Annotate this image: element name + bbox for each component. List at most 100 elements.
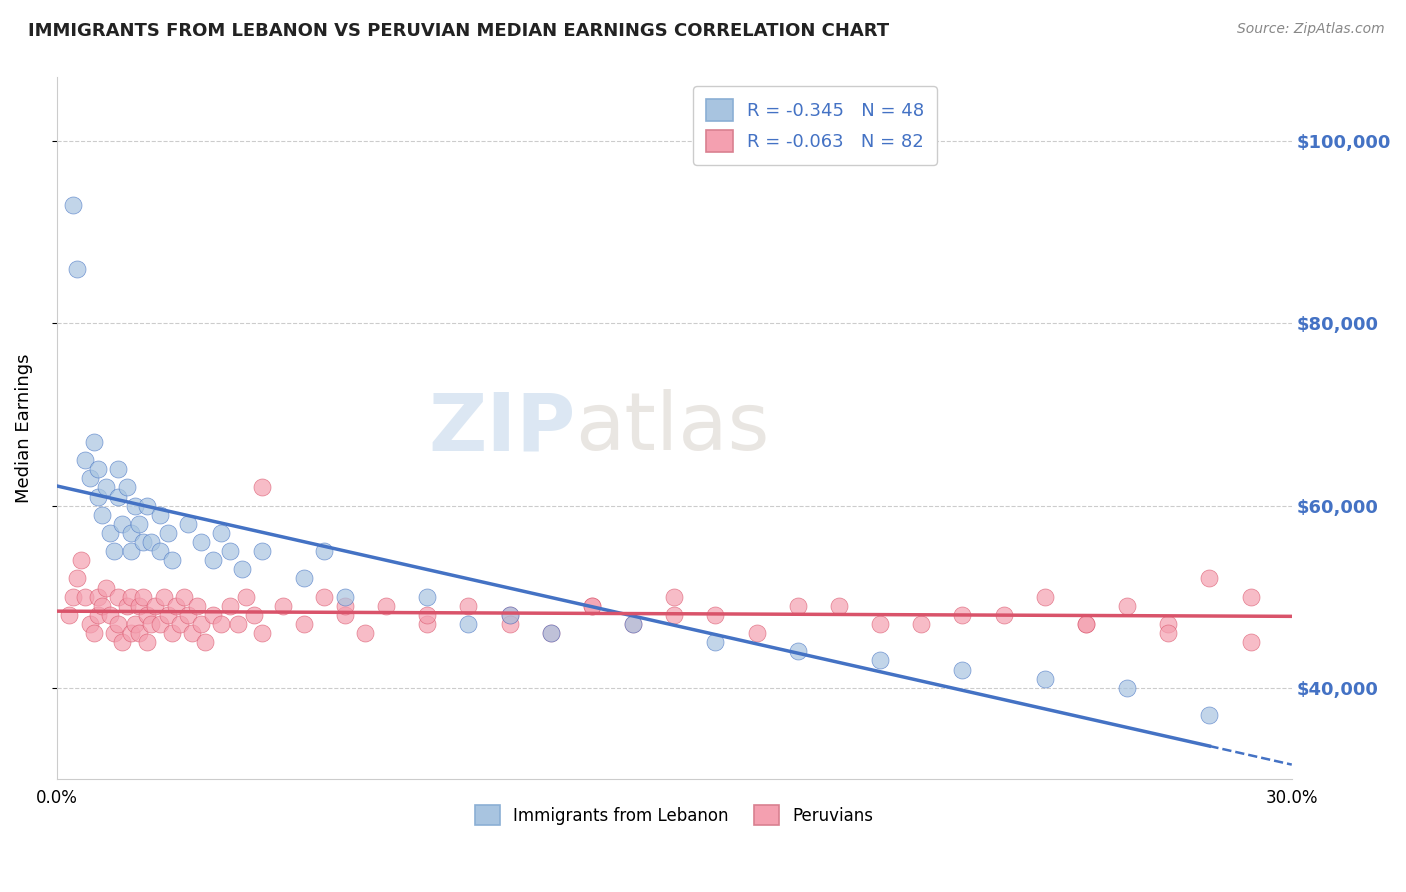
Point — [786, 599, 808, 613]
Point — [1033, 590, 1056, 604]
Point — [1074, 617, 1097, 632]
Point — [271, 599, 294, 613]
Point — [87, 590, 110, 604]
Point — [98, 607, 121, 622]
Point — [704, 635, 727, 649]
Point — [292, 572, 315, 586]
Point — [540, 626, 562, 640]
Point — [87, 462, 110, 476]
Point — [1239, 635, 1261, 649]
Point — [141, 617, 163, 632]
Point — [190, 617, 212, 632]
Point — [136, 499, 159, 513]
Point — [62, 198, 84, 212]
Point — [869, 617, 891, 632]
Point — [75, 453, 97, 467]
Point — [132, 535, 155, 549]
Point — [90, 508, 112, 522]
Point — [160, 553, 183, 567]
Point — [70, 553, 93, 567]
Point — [156, 525, 179, 540]
Point — [94, 581, 117, 595]
Point — [107, 462, 129, 476]
Point — [333, 599, 356, 613]
Text: atlas: atlas — [575, 389, 769, 467]
Point — [120, 590, 142, 604]
Point — [87, 607, 110, 622]
Point — [209, 617, 232, 632]
Point — [540, 626, 562, 640]
Point — [1033, 672, 1056, 686]
Point — [148, 544, 170, 558]
Point — [160, 626, 183, 640]
Point — [1198, 572, 1220, 586]
Point — [58, 607, 80, 622]
Point — [664, 607, 686, 622]
Point — [120, 626, 142, 640]
Point — [1074, 617, 1097, 632]
Point — [252, 544, 274, 558]
Point — [869, 653, 891, 667]
Point — [111, 635, 134, 649]
Point — [66, 572, 89, 586]
Point — [498, 607, 520, 622]
Point — [136, 635, 159, 649]
Point — [202, 553, 225, 567]
Point — [148, 617, 170, 632]
Point — [1157, 617, 1180, 632]
Point — [910, 617, 932, 632]
Point — [218, 544, 240, 558]
Point — [136, 607, 159, 622]
Point — [124, 617, 146, 632]
Point — [1116, 599, 1139, 613]
Point — [235, 590, 257, 604]
Point — [128, 599, 150, 613]
Point — [75, 590, 97, 604]
Point — [107, 590, 129, 604]
Point — [141, 535, 163, 549]
Point — [231, 562, 253, 576]
Point — [186, 599, 208, 613]
Point — [1116, 681, 1139, 695]
Point — [177, 516, 200, 531]
Point — [120, 525, 142, 540]
Point — [621, 617, 644, 632]
Point — [950, 663, 973, 677]
Point — [156, 607, 179, 622]
Point — [62, 590, 84, 604]
Point — [90, 599, 112, 613]
Point — [107, 617, 129, 632]
Point — [416, 617, 439, 632]
Point — [145, 599, 167, 613]
Legend: Immigrants from Lebanon, Peruvians: Immigrants from Lebanon, Peruvians — [467, 797, 882, 834]
Point — [79, 471, 101, 485]
Point — [1198, 708, 1220, 723]
Point — [1157, 626, 1180, 640]
Point — [581, 599, 603, 613]
Point — [333, 607, 356, 622]
Point — [664, 590, 686, 604]
Point — [416, 607, 439, 622]
Point — [194, 635, 217, 649]
Point — [243, 607, 266, 622]
Point — [252, 626, 274, 640]
Point — [98, 525, 121, 540]
Point — [111, 516, 134, 531]
Point — [950, 607, 973, 622]
Point — [152, 590, 174, 604]
Point — [83, 626, 105, 640]
Text: IMMIGRANTS FROM LEBANON VS PERUVIAN MEDIAN EARNINGS CORRELATION CHART: IMMIGRANTS FROM LEBANON VS PERUVIAN MEDI… — [28, 22, 889, 40]
Point — [124, 499, 146, 513]
Point — [66, 261, 89, 276]
Point — [148, 508, 170, 522]
Point — [333, 590, 356, 604]
Point — [128, 626, 150, 640]
Point — [209, 525, 232, 540]
Point — [169, 617, 191, 632]
Point — [457, 599, 479, 613]
Point — [498, 607, 520, 622]
Point — [828, 599, 851, 613]
Point — [226, 617, 249, 632]
Point — [704, 607, 727, 622]
Y-axis label: Median Earnings: Median Earnings — [15, 353, 32, 503]
